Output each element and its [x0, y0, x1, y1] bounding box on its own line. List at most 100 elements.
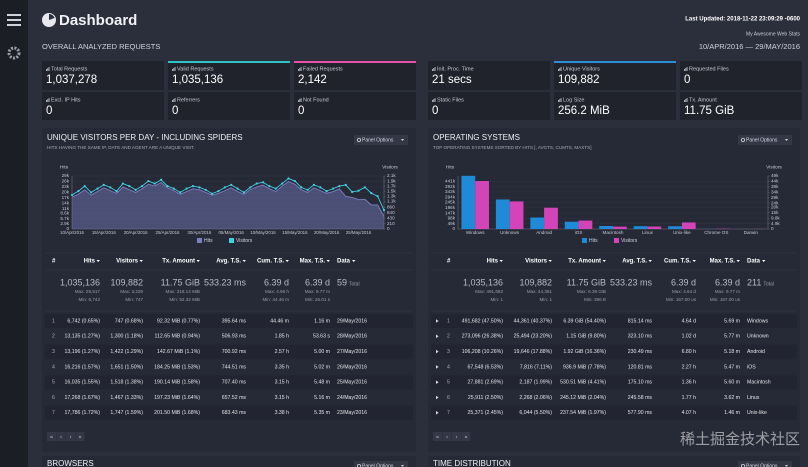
summary-value: 6.39 d: [305, 277, 330, 287]
pagination-button[interactable]: [452, 432, 461, 441]
point: [153, 182, 156, 185]
y-tick-label: 5.7k: [60, 216, 69, 221]
y-axis-title: Hits: [446, 164, 455, 170]
point: [147, 179, 150, 183]
table-cell: 17,268 (1.67%): [65, 395, 101, 401]
summary-value: 533.23 ms: [610, 277, 653, 287]
caret: [401, 465, 404, 467]
pagination-button[interactable]: [56, 432, 66, 441]
summary-max: Max: 491,682: [475, 289, 503, 294]
table-header[interactable]: Hits: [84, 259, 96, 265]
table-header[interactable]: #: [52, 259, 56, 265]
point: [128, 184, 131, 188]
legend-label: Visitors: [236, 238, 253, 244]
pagination-glyph: »: [78, 434, 81, 440]
point: [370, 192, 373, 195]
card-value: 0: [684, 74, 690, 86]
table-header[interactable]: Hits: [487, 259, 499, 265]
table-row: [431, 344, 797, 359]
summary-value: 6.39 d: [715, 277, 740, 287]
settings-icon[interactable]: [7, 46, 21, 60]
table-cell: 1.36 h: [682, 380, 697, 386]
point: [312, 183, 316, 186]
table-cell: Macintosh: [747, 380, 771, 386]
table-header[interactable]: Tx. Amount: [568, 259, 601, 265]
table-row: [45, 390, 413, 405]
bar: [530, 217, 545, 229]
card-icon: [684, 69, 685, 71]
caret: [401, 139, 404, 141]
row-expander[interactable]: [436, 395, 439, 400]
card-icon: [432, 100, 433, 102]
table-row: [431, 329, 797, 344]
summary-value: 211: [747, 277, 761, 287]
card-icon: [686, 98, 688, 102]
menu-icon[interactable]: [7, 14, 21, 26]
table-header[interactable]: #: [447, 259, 451, 265]
line: [71, 178, 385, 211]
area: [72, 181, 384, 229]
table-header[interactable]: Max. T.S.: [300, 259, 326, 265]
point: [134, 188, 137, 191]
row-expander[interactable]: [436, 365, 439, 369]
table-cell: 5.77 m: [724, 334, 740, 340]
table-cell: 1,300 (1.18%): [110, 334, 143, 340]
table-header[interactable]: Data: [337, 259, 351, 265]
table-cell: 1,747 (1.59%): [110, 410, 143, 416]
row-expander[interactable]: [436, 380, 439, 384]
table-cell: 2.57 h: [275, 349, 290, 355]
table-header[interactable]: Max. T.S.: [710, 259, 736, 265]
table-cell: 1.15 GiB (9.80%): [566, 334, 606, 340]
table-cell: 5.60 m: [724, 380, 740, 386]
panel-options-button[interactable]: [354, 135, 408, 145]
table-cell: Unix-like: [747, 410, 767, 416]
table-header[interactable]: Visitors: [116, 259, 139, 265]
pagination-button[interactable]: [461, 432, 471, 441]
legend-label: Hits: [589, 238, 598, 244]
stat-card: [168, 61, 290, 90]
x-tick-label: 05/May/2016: [218, 230, 244, 235]
pagination-button[interactable]: [75, 432, 85, 441]
table-header[interactable]: Data: [747, 259, 761, 265]
table-cell: 1,651 (1.50%): [110, 364, 143, 370]
table-cell: 273,096 (26.38%): [462, 334, 504, 340]
card-value: 0: [432, 105, 438, 117]
panel-options-button[interactable]: [738, 135, 792, 145]
y-tick-label: 392k: [445, 184, 456, 189]
table-cell: 5.02 m: [314, 364, 330, 370]
point: [249, 186, 252, 189]
pagination-button[interactable]: [442, 432, 452, 441]
card-value: 0: [172, 105, 178, 117]
row-expander[interactable]: [436, 349, 439, 354]
table-header[interactable]: Visitors: [525, 259, 548, 265]
pagination-button[interactable]: [66, 432, 75, 441]
y2-tick-label: 15k: [771, 210, 779, 215]
card-icon: [46, 69, 47, 71]
table-cell: 201.50 MiB (1.68%): [154, 410, 200, 416]
table-header[interactable]: Cum. T.S.: [664, 259, 691, 265]
table-header[interactable]: Avg. T.S.: [216, 259, 241, 265]
point: [255, 182, 258, 185]
panel-options-button[interactable]: [738, 461, 792, 467]
legend-swatch: [614, 238, 619, 243]
summary-min: Min: 747: [125, 297, 143, 302]
table-header[interactable]: Avg. T.S.: [622, 259, 647, 265]
table-cell: 6,742 (0.65%): [67, 318, 100, 324]
y2-tick-label: 29k: [771, 195, 779, 200]
table-header[interactable]: Tx. Amount: [162, 259, 195, 265]
row-expander[interactable]: [436, 334, 439, 339]
table-cell: 142.67 MiB (1.1%): [157, 349, 200, 355]
card-value: 21 secs: [432, 74, 472, 86]
x-tick-label: Unknown: [500, 230, 520, 235]
y2-axis-title: Visitors: [766, 164, 782, 170]
pagination-button[interactable]: [433, 432, 442, 441]
table-header[interactable]: Cum. T.S.: [257, 259, 284, 265]
point: [376, 195, 379, 198]
summary-max: Max: 3,229: [120, 289, 143, 294]
panel-options-button[interactable]: [354, 461, 408, 467]
line: [71, 180, 385, 217]
pagination-button[interactable]: [47, 432, 56, 441]
row-expander[interactable]: [436, 411, 439, 415]
card-icon: [47, 68, 49, 71]
row-expander[interactable]: [436, 319, 439, 323]
